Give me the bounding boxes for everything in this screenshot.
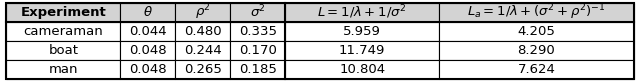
Bar: [285, 41, 439, 60]
Text: $\rho^2$: $\rho^2$: [195, 2, 211, 22]
Text: 4.205: 4.205: [518, 25, 556, 38]
Text: 0.048: 0.048: [129, 44, 166, 57]
Bar: [175, 22, 230, 41]
Bar: [6, 60, 120, 79]
Bar: [285, 60, 439, 79]
Text: boat: boat: [48, 44, 78, 57]
Text: 0.335: 0.335: [239, 25, 276, 38]
Text: cameraman: cameraman: [24, 25, 103, 38]
Text: man: man: [49, 63, 78, 76]
Text: 0.244: 0.244: [184, 44, 221, 57]
Text: 0.480: 0.480: [184, 25, 221, 38]
Bar: [230, 3, 285, 22]
Bar: [230, 60, 285, 79]
Text: $\theta$: $\theta$: [143, 5, 152, 19]
Text: 0.044: 0.044: [129, 25, 166, 38]
Text: $\sigma^2$: $\sigma^2$: [250, 4, 266, 21]
Bar: [120, 41, 175, 60]
Text: 0.048: 0.048: [129, 63, 166, 76]
Bar: [175, 60, 230, 79]
Bar: [120, 60, 175, 79]
Bar: [439, 22, 634, 41]
Bar: [439, 3, 634, 22]
Bar: [120, 22, 175, 41]
Bar: [439, 60, 634, 79]
Text: 8.290: 8.290: [518, 44, 556, 57]
Bar: [175, 41, 230, 60]
Text: 0.170: 0.170: [239, 44, 276, 57]
Bar: [6, 3, 120, 22]
Bar: [230, 41, 285, 60]
Text: 11.749: 11.749: [339, 44, 385, 57]
Bar: [120, 3, 175, 22]
Bar: [230, 22, 285, 41]
Text: 5.959: 5.959: [343, 25, 381, 38]
Text: $L = 1/\lambda + 1/\sigma^2$: $L = 1/\lambda + 1/\sigma^2$: [317, 3, 407, 21]
Bar: [6, 41, 120, 60]
Text: $L_a = 1/\lambda + (\sigma^2 + \rho^2)^{-1}$: $L_a = 1/\lambda + (\sigma^2 + \rho^2)^{…: [467, 2, 605, 22]
Bar: [6, 22, 120, 41]
Text: 0.185: 0.185: [239, 63, 276, 76]
Text: Experiment: Experiment: [20, 6, 106, 19]
Bar: [439, 41, 634, 60]
Text: 7.624: 7.624: [518, 63, 556, 76]
Text: 0.265: 0.265: [184, 63, 221, 76]
Bar: [285, 22, 439, 41]
Text: 10.804: 10.804: [339, 63, 385, 76]
Bar: [285, 3, 439, 22]
Bar: [175, 3, 230, 22]
